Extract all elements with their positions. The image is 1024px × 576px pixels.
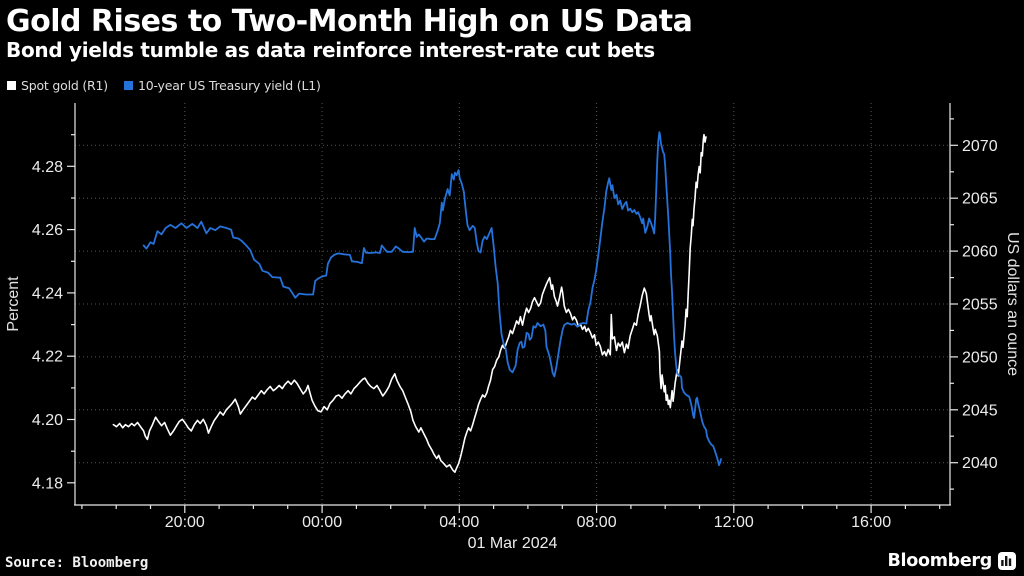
series-line-1: [142, 131, 722, 467]
svg-text:4.20: 4.20: [32, 412, 63, 429]
series-line-0: [112, 133, 707, 474]
source-label: Source: Bloomberg: [5, 555, 149, 571]
svg-text:4.18: 4.18: [32, 475, 63, 492]
svg-text:2055: 2055: [962, 297, 998, 314]
svg-text:4.26: 4.26: [32, 222, 63, 239]
legend-swatch-treasury-yield: [123, 81, 133, 90]
chart-title: Gold Rises to Two-Month High on US Data: [6, 4, 693, 39]
bloomberg-terminal-icon: [998, 552, 1016, 570]
svg-text:2070: 2070: [962, 138, 998, 155]
svg-text:2050: 2050: [962, 349, 998, 366]
bloomberg-logo: Bloomberg: [888, 551, 1016, 571]
svg-text:2060: 2060: [962, 244, 998, 261]
svg-text:US dollars an ounce: US dollars an ounce: [1004, 232, 1021, 376]
svg-text:4.22: 4.22: [32, 349, 63, 366]
legend: Spot gold (R1) 10-year US Treasury yield…: [7, 78, 321, 93]
axes-and-ticks: [67, 103, 958, 513]
legend-item-spot-gold: Spot gold (R1): [7, 78, 108, 93]
svg-text:16:00: 16:00: [851, 514, 891, 531]
svg-text:12:00: 12:00: [714, 514, 754, 531]
svg-text:4.28: 4.28: [32, 159, 63, 176]
svg-text:20:00: 20:00: [165, 514, 205, 531]
series-lines: [112, 131, 722, 474]
legend-label-treasury-yield: 10-year US Treasury yield (L1): [137, 78, 321, 93]
svg-text:00:00: 00:00: [302, 514, 342, 531]
svg-text:08:00: 08:00: [577, 514, 617, 531]
bloomberg-wordmark: Bloomberg: [887, 551, 993, 571]
svg-text:01 Mar 2024: 01 Mar 2024: [468, 535, 558, 552]
svg-text:Percent: Percent: [5, 276, 22, 332]
svg-text:04:00: 04:00: [439, 514, 479, 531]
svg-text:2045: 2045: [962, 402, 998, 419]
svg-text:4.24: 4.24: [32, 285, 63, 302]
chart-subtitle: Bond yields tumble as data reinforce int…: [6, 38, 655, 62]
legend-swatch-spot-gold: [7, 81, 16, 90]
svg-text:2065: 2065: [962, 191, 998, 208]
legend-label-spot-gold: Spot gold (R1): [21, 78, 108, 93]
axis-labels: 4.18 4.20 4.22 4.24 4.26 4.28 2040 2045 2050 2055…: [5, 138, 1021, 552]
svg-text:2040: 2040: [962, 455, 998, 472]
gridlines: [75, 103, 950, 505]
legend-item-treasury-yield: 10-year US Treasury yield (L1): [123, 78, 321, 93]
